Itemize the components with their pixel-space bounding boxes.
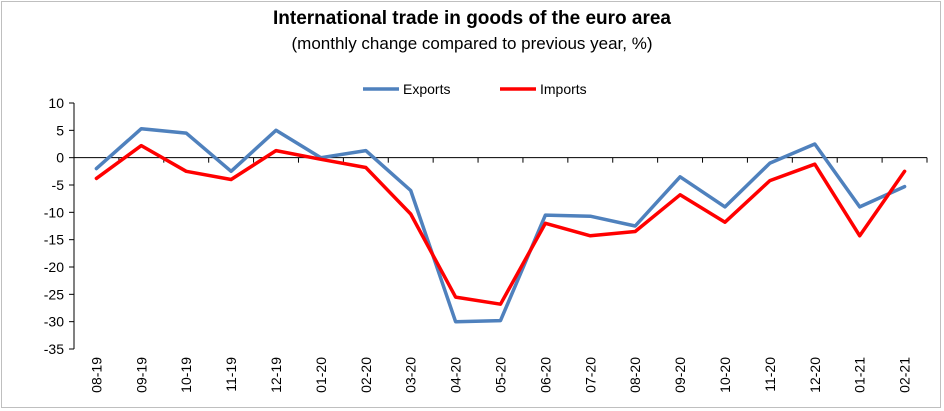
y-tick-label: 5 — [56, 122, 64, 138]
x-tick-label: 10-20 — [717, 357, 733, 393]
y-tick-label: -15 — [44, 232, 64, 248]
x-tick-label: 09-19 — [133, 357, 149, 393]
x-tick-label: 01-20 — [313, 357, 329, 393]
y-tick-label: 0 — [56, 150, 64, 166]
y-tick-label: -10 — [44, 204, 64, 220]
x-tick-label: 03-20 — [403, 357, 419, 393]
x-tick-label: 04-20 — [448, 357, 464, 393]
legend-label: Exports — [403, 81, 450, 97]
x-tick-label: 08-20 — [627, 357, 643, 393]
legend-label: Imports — [540, 81, 587, 97]
x-tick-label: 10-19 — [178, 357, 194, 393]
y-tick-label: -20 — [44, 259, 64, 275]
chart-subtitle: (monthly change compared to previous yea… — [291, 34, 653, 53]
legend: Exports Imports — [363, 81, 587, 97]
x-tick-label: 11-20 — [762, 357, 778, 392]
x-tick-label: 02-21 — [897, 357, 913, 393]
y-tick-label: 10 — [48, 95, 64, 111]
y-tick-label: -5 — [52, 177, 65, 193]
x-tick-label: 07-20 — [582, 357, 598, 393]
series-group — [94, 126, 907, 324]
x-tick-label: 02-20 — [358, 357, 374, 393]
y-tick-label: -25 — [44, 286, 64, 302]
chart-title: International trade in goods of the euro… — [273, 8, 671, 29]
x-tick-label: 06-20 — [537, 357, 553, 393]
x-tick-label: 01-21 — [852, 357, 868, 393]
y-axis: 10 5 0 -5 -10 -15 -20 -25 -30 -35 — [44, 95, 75, 357]
series-line-exports — [94, 126, 907, 324]
x-tick-label: 11-19 — [223, 357, 239, 392]
x-axis: 08-19 09-19 10-19 11-19 12-19 01-20 02-20 03-20… — [73, 157, 928, 393]
x-tick-label: 08-19 — [88, 357, 104, 393]
series-line-imports — [94, 143, 907, 306]
x-tick-label: 12-19 — [268, 357, 284, 393]
y-tick-label: -35 — [44, 341, 64, 357]
x-tick-label: 12-20 — [807, 357, 823, 393]
x-tick-label: 05-20 — [493, 357, 509, 393]
y-tick-label: -30 — [44, 314, 64, 330]
x-tick-label: 09-20 — [672, 357, 688, 393]
